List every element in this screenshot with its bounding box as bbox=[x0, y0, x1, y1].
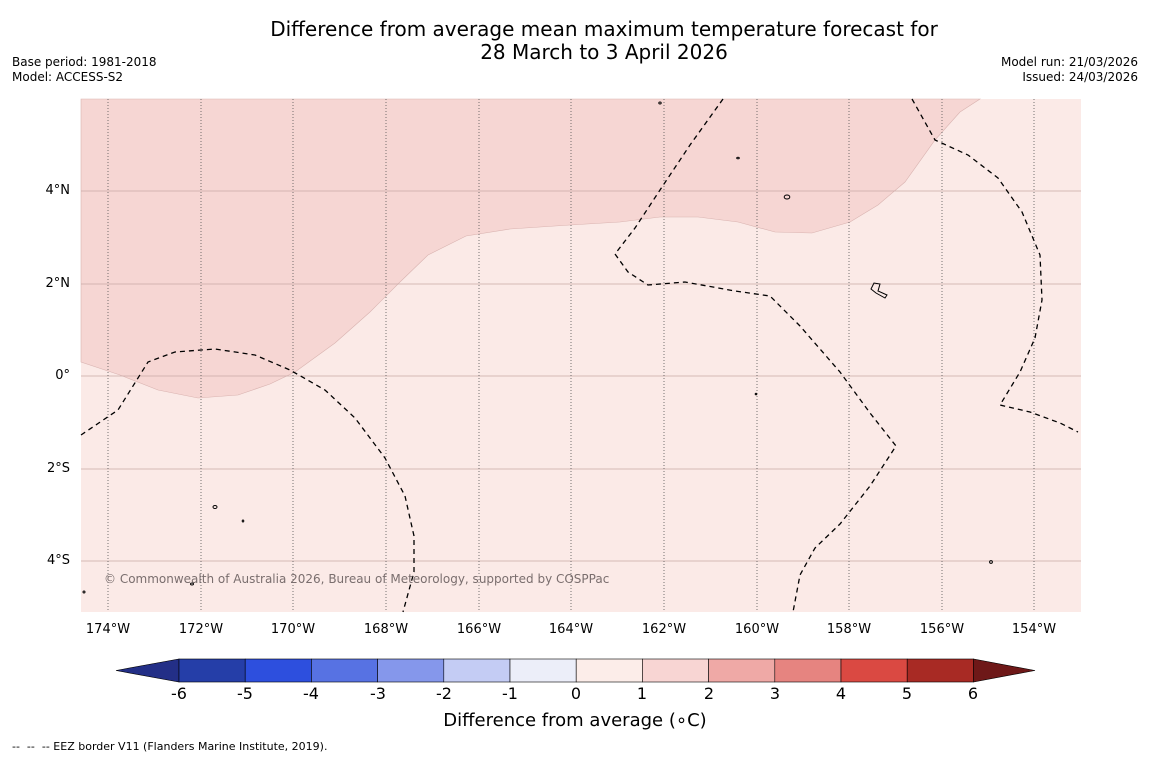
island-south-1 bbox=[212, 505, 218, 509]
island-south-4 bbox=[989, 560, 993, 564]
model-run: Model run: 21/03/2026 bbox=[1000, 55, 1138, 69]
colorbar-seg-4 bbox=[377, 658, 445, 683]
colorbar-seg-5 bbox=[443, 658, 511, 683]
warm-anomaly-region bbox=[80, 98, 982, 399]
eez-footnote: -- -- -- EEZ border V11 (Flanders Marine… bbox=[12, 740, 328, 753]
lon-label-166w: 166°W bbox=[456, 622, 502, 637]
island-kiritimati bbox=[870, 282, 888, 299]
lon-label-164w: 164°W bbox=[548, 622, 594, 637]
island-south-5 bbox=[82, 590, 86, 594]
cb-label-0: 0 bbox=[570, 684, 582, 703]
cb-label-neg1: -1 bbox=[502, 684, 518, 703]
lon-label-160w: 160°W bbox=[734, 622, 780, 637]
copyright-notice: © Commonwealth of Australia 2026, Bureau… bbox=[104, 572, 610, 586]
eez-border-central bbox=[614, 98, 897, 613]
meta-left: Base period: 1981-2018 Model: ACCESS-S2 bbox=[12, 55, 157, 85]
lon-label-158w: 158°W bbox=[826, 622, 872, 637]
cb-label-5: 5 bbox=[901, 684, 913, 703]
lat-label-0: 0° bbox=[55, 368, 70, 383]
island-north-1 bbox=[658, 101, 662, 105]
lon-label-156w: 156°W bbox=[919, 622, 965, 637]
lat-gridlines bbox=[81, 190, 1081, 562]
cb-label-1: 1 bbox=[636, 684, 648, 703]
colorbar-seg-9 bbox=[708, 658, 776, 683]
lat-label-4s: 4°S bbox=[46, 553, 70, 568]
lon-label-174w: 174°W bbox=[85, 622, 131, 637]
colorbar-seg-7 bbox=[575, 658, 643, 683]
issued-date: Issued: 24/03/2026 bbox=[1022, 70, 1138, 84]
colorbar-seg-3 bbox=[311, 658, 378, 683]
cb-label-6: 6 bbox=[967, 684, 979, 703]
lat-label-2n: 2°N bbox=[45, 276, 71, 291]
cb-label-4: 4 bbox=[835, 684, 847, 703]
meta-right: Model run: 21/03/2026 Issued: 24/03/2026 bbox=[1001, 55, 1138, 85]
colorbar-seg-10 bbox=[774, 658, 842, 683]
map-title: Difference from average mean maximum tem… bbox=[0, 18, 1150, 64]
lon-label-172w: 172°W bbox=[178, 622, 224, 637]
eez-borders bbox=[80, 98, 1079, 613]
cb-label-2: 2 bbox=[703, 684, 715, 703]
colorbar-seg-1 bbox=[178, 658, 246, 683]
island-north-3 bbox=[783, 194, 791, 200]
islands bbox=[82, 101, 993, 594]
lat-label-4n: 4°N bbox=[45, 183, 71, 198]
island-south-2 bbox=[241, 519, 245, 523]
island-central bbox=[754, 392, 758, 396]
lon-label-154w: 154°W bbox=[1011, 622, 1057, 637]
cb-label-neg2: -2 bbox=[436, 684, 452, 703]
cb-label-neg5: -5 bbox=[237, 684, 253, 703]
colorbar-seg-8 bbox=[642, 658, 709, 683]
colorbar-title: Difference from average (∘C) bbox=[443, 710, 707, 731]
lon-label-170w: 170°W bbox=[270, 622, 316, 637]
island-south-3 bbox=[190, 582, 194, 586]
lat-label-2s: 2°S bbox=[46, 461, 70, 476]
colorbar-seg-6 bbox=[509, 658, 577, 683]
title-line-1: Difference from average mean maximum tem… bbox=[270, 17, 938, 41]
colorbar-seg-11 bbox=[840, 658, 908, 683]
island-north-2 bbox=[736, 156, 740, 160]
colorbar-seg-2 bbox=[244, 658, 312, 683]
colorbar bbox=[115, 658, 1036, 683]
eez-border-east bbox=[911, 98, 1079, 433]
lon-label-168w: 168°W bbox=[363, 622, 409, 637]
colorbar-seg-12 bbox=[906, 658, 974, 683]
colorbar-high-extend bbox=[973, 658, 1036, 683]
cb-label-neg4: -4 bbox=[303, 684, 319, 703]
cb-label-3: 3 bbox=[769, 684, 781, 703]
lon-label-162w: 162°W bbox=[641, 622, 687, 637]
title-line-2: 28 March to 3 April 2026 bbox=[480, 40, 728, 64]
base-period: Base period: 1981-2018 bbox=[12, 55, 157, 69]
cb-label-neg6: -6 bbox=[171, 684, 187, 703]
model-name: Model: ACCESS-S2 bbox=[12, 70, 124, 84]
colorbar-low-extend bbox=[115, 658, 180, 683]
cb-label-neg3: -3 bbox=[370, 684, 386, 703]
